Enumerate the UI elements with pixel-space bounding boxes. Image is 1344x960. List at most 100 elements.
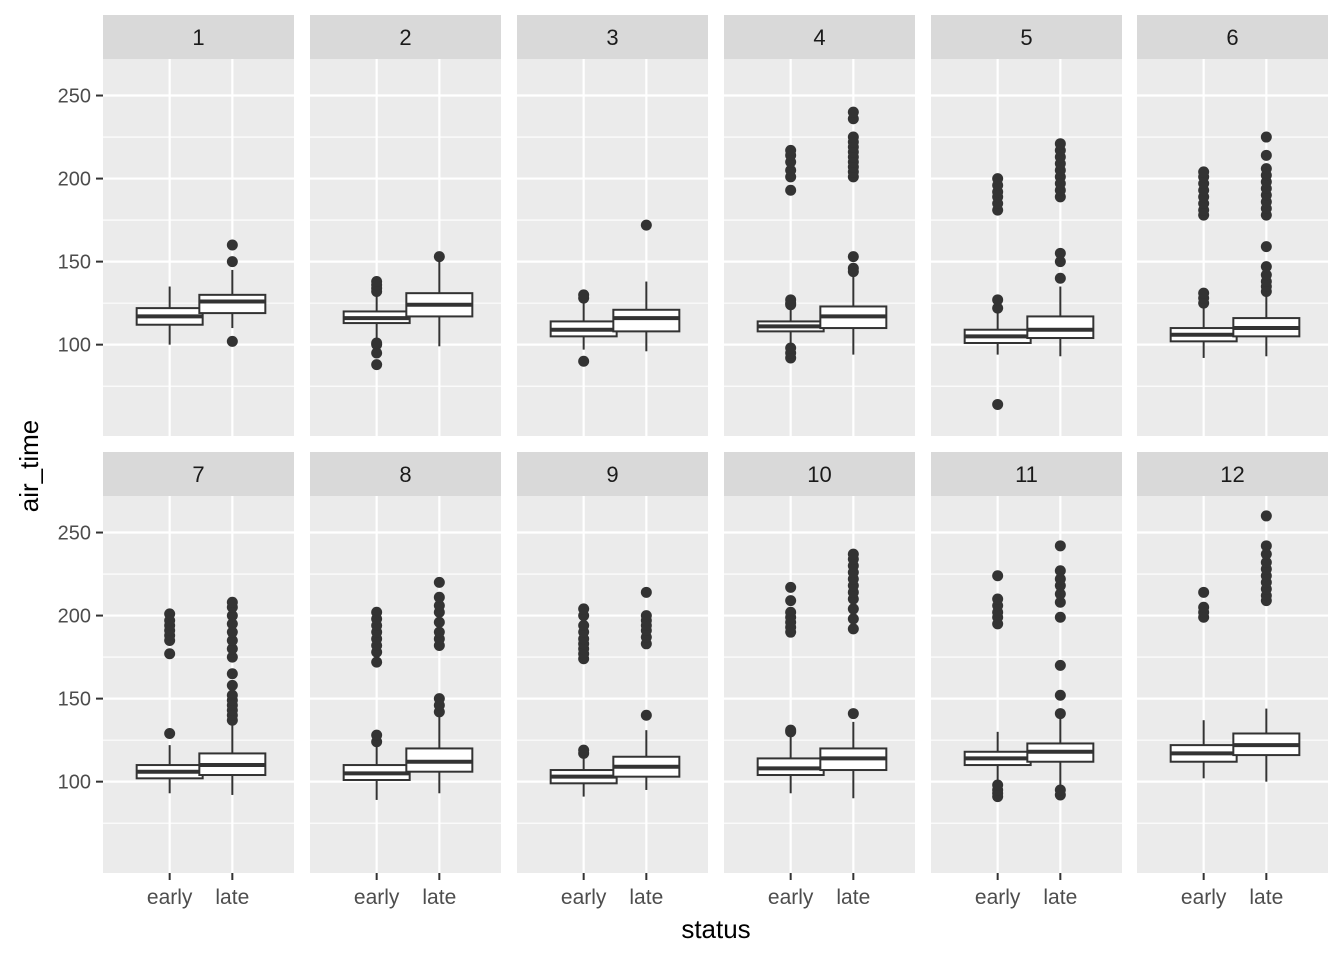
box-early [342, 276, 411, 371]
box-early [135, 608, 204, 794]
facet-strip-label: 11 [1015, 462, 1038, 487]
facet-panel-8: 8 [310, 452, 501, 873]
facet-strip-label: 3 [606, 25, 618, 50]
x-tick-label: late [1043, 886, 1077, 909]
outlier-point [371, 729, 383, 741]
outlier-point [1260, 241, 1272, 253]
facet-panel-11: 11 [931, 452, 1122, 873]
outlier-point [226, 668, 238, 680]
facet-strip-label: 5 [1020, 25, 1032, 50]
x-axis: early late early late early late early late earl… [147, 873, 1283, 909]
facet-strip [931, 452, 1122, 496]
box-late [1026, 540, 1095, 801]
outlier-point [433, 626, 445, 638]
outlier-point [164, 727, 176, 739]
y-tick-label: 250 [58, 86, 91, 108]
outlier-point [992, 593, 1004, 605]
facet-strip [1137, 452, 1328, 496]
panel-background [1137, 496, 1328, 873]
outlier-point [847, 603, 859, 615]
outlier-point [1054, 588, 1066, 600]
facet-panel-10: 10 [724, 452, 915, 873]
y-axis-title: air_time [14, 420, 44, 512]
outlier-point [226, 643, 238, 655]
x-tick-label: early [147, 886, 193, 909]
outlier-point [1054, 573, 1066, 585]
outlier-point [640, 709, 652, 721]
facet-strip-label: 10 [807, 462, 831, 487]
panel-background [931, 496, 1122, 873]
y-tick-label: 100 [58, 335, 91, 357]
facet-panel-12: 12 [1137, 452, 1328, 873]
y-axes: 100 150 200 250 100 150 200 250 [58, 86, 103, 794]
outlier-point [992, 173, 1004, 185]
facet-strip-label: 7 [192, 462, 204, 487]
x-tick-label: late [1249, 886, 1283, 909]
facet-strip [724, 15, 915, 59]
y-tick-label: 150 [58, 252, 91, 274]
facet-panel-6: 6 [1137, 15, 1328, 436]
outlier-point [992, 779, 1004, 791]
panel-background [1137, 59, 1328, 436]
y-tick-label: 250 [58, 523, 91, 545]
outlier-point [578, 355, 590, 367]
outlier-point [785, 342, 797, 354]
outlier-point [226, 596, 238, 608]
box-late [1232, 510, 1301, 782]
box-late [612, 219, 681, 352]
panel-background [724, 496, 915, 873]
outlier-point [847, 708, 859, 720]
outlier-point [1054, 540, 1066, 552]
box-early [342, 606, 411, 800]
box-late [1026, 138, 1095, 357]
outlier-point [640, 610, 652, 622]
facet-strip-label: 12 [1220, 462, 1244, 487]
outlier-point [1198, 586, 1210, 598]
outlier-point [578, 744, 590, 756]
box-iqr [1026, 315, 1095, 340]
y-tick-label: 100 [58, 772, 91, 794]
outlier-point [1054, 659, 1066, 671]
facet-panel-2: 2 [310, 15, 501, 436]
facet-strip [103, 452, 294, 496]
outlier-point [371, 359, 383, 371]
box-iqr [612, 308, 681, 333]
facet-strip [1137, 15, 1328, 59]
facet-strip [103, 15, 294, 59]
outlier-point [847, 548, 859, 560]
outlier-point [433, 251, 445, 263]
outlier-point [164, 608, 176, 620]
box-late [612, 586, 681, 790]
x-tick-label: late [215, 886, 249, 909]
facet-strip [724, 452, 915, 496]
facet-strip-label: 9 [606, 462, 618, 487]
outlier-point [226, 651, 238, 663]
outlier-point [226, 618, 238, 630]
outlier-point [1260, 548, 1272, 560]
outlier-point [640, 586, 652, 598]
facet-panel-9: 9 [517, 452, 708, 873]
facet-strip-label: 8 [399, 462, 411, 487]
outlier-point [785, 144, 797, 156]
outlier-point [1054, 596, 1066, 608]
box-late [198, 239, 267, 347]
facet-panel-1: 1 [103, 15, 294, 436]
outlier-point [847, 262, 859, 274]
outlier-point [578, 289, 590, 301]
outlier-point [1198, 287, 1210, 299]
outlier-point [226, 626, 238, 638]
outlier-point [785, 164, 797, 176]
box-late [198, 596, 267, 795]
panel-background [517, 59, 708, 436]
outlier-point [371, 606, 383, 618]
outlier-point [1198, 601, 1210, 613]
outlier-point [1260, 149, 1272, 161]
outlier-point [992, 302, 1004, 314]
box-late [1232, 131, 1301, 357]
facet-panel-4: 4 [724, 15, 915, 436]
outlier-point [992, 398, 1004, 410]
panel-background [103, 59, 294, 436]
facet-strip [931, 15, 1122, 59]
outlier-point [433, 576, 445, 588]
